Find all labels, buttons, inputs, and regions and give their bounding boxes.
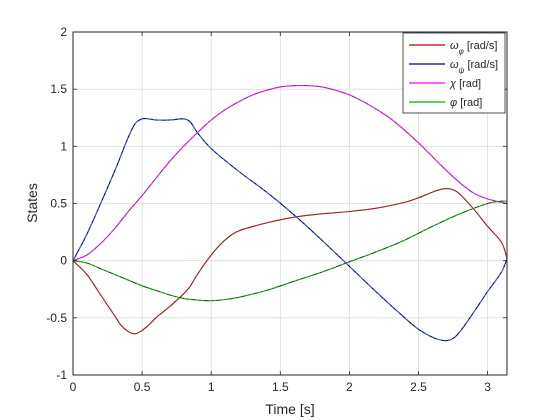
x-tick-label: 0.5 — [134, 380, 151, 394]
y-tick-label: -1 — [56, 368, 67, 382]
series-reference-line-0 — [72, 188, 508, 335]
series-reference-line-3 — [72, 200, 508, 302]
legend-label-2: χ [rad] — [449, 78, 481, 90]
y-tick-label: -0.5 — [46, 311, 67, 325]
legend-entries: ωφ [rad/s] ωψ [rad/s] χ [rad] φ [rad] — [409, 40, 498, 109]
legend: ωφ [rad/s] ωψ [rad/s] χ [rad] φ [rad] — [402, 32, 506, 114]
x-tick-label: 1.5 — [272, 380, 289, 394]
y-tick-label: 1.5 — [50, 82, 67, 96]
y-axis-label: States — [24, 183, 40, 223]
tick-labels: 0 0.5 1 1.5 2 2.5 3 -1 -0.5 0 0.5 1 1.5 2 — [46, 25, 491, 394]
legend-box — [402, 32, 506, 114]
legend-label-3: φ [rad] — [450, 97, 482, 109]
legend-label-0: ωφ [rad/s] — [450, 40, 497, 56]
y-tick-label: 0 — [60, 254, 67, 268]
x-tick-label: 1 — [208, 380, 215, 394]
series-reference-line-1 — [72, 118, 508, 342]
x-tick-label: 2 — [346, 380, 353, 394]
series-reference-line-2 — [72, 85, 508, 262]
y-tick-label: 1 — [60, 139, 67, 153]
y-tick-label: 0.5 — [50, 197, 67, 211]
legend-label-1: ωψ [rad/s] — [450, 59, 498, 75]
series-layer — [72, 85, 508, 342]
y-tick-label: 2 — [60, 25, 67, 39]
x-tick-label: 3 — [484, 380, 491, 394]
x-tick-label: 2.5 — [410, 380, 427, 394]
x-axis-label: Time [s] — [265, 401, 314, 417]
x-tick-label: 0 — [70, 380, 77, 394]
